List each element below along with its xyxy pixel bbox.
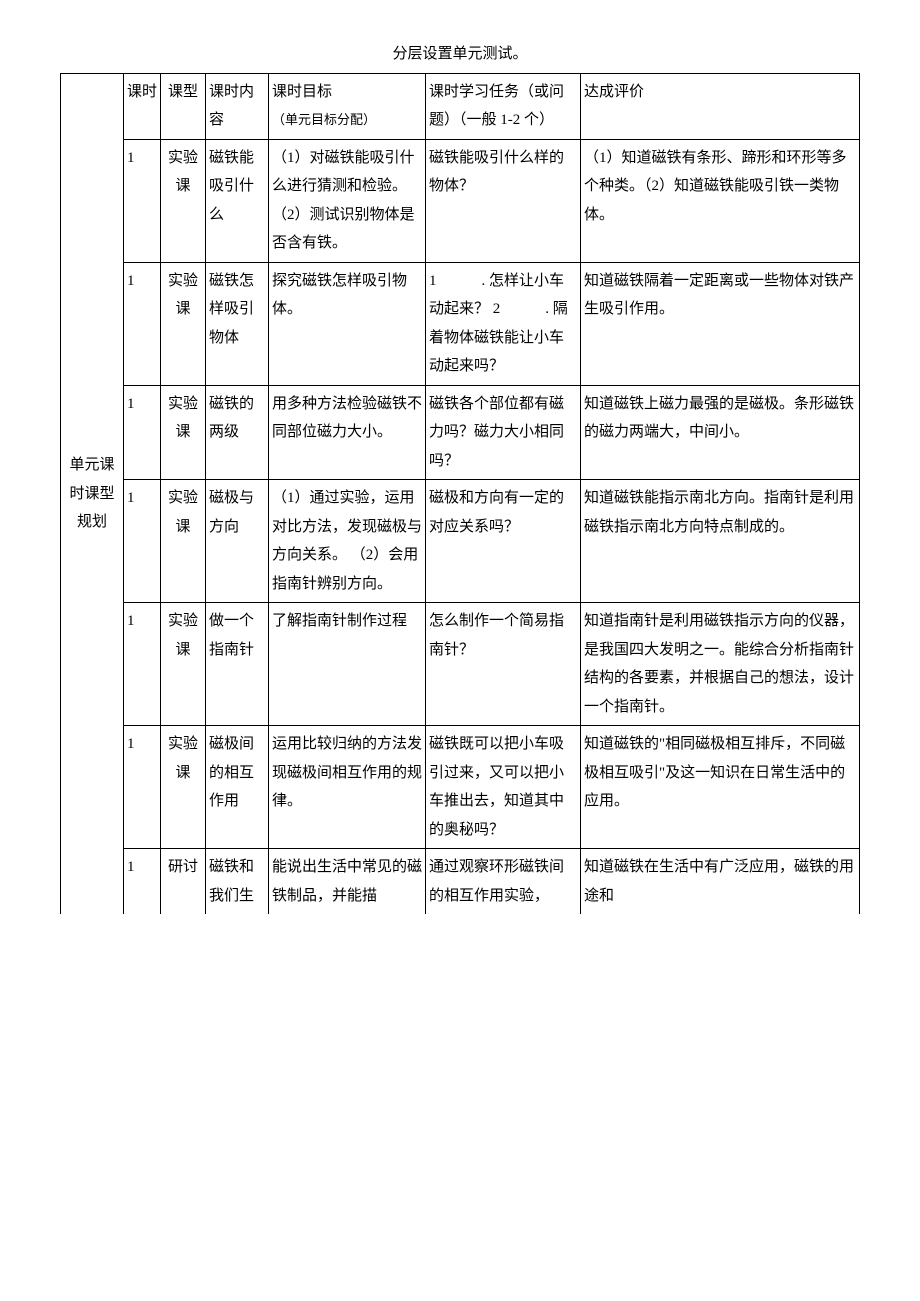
side-label: 单元课时课型规划 [61,73,124,914]
table-row: 1 实验课 磁铁怎样吸引物体 探究磁铁怎样吸引物体。 1 . 怎样让小车动起来？… [61,262,860,385]
cell-eval: 知道磁铁上磁力最强的是磁极。条形磁铁的磁力两端大，中间小。 [581,385,860,480]
cell-kcont: 磁极间的相互作用 [206,726,269,849]
cell-task: 通过观察环形磁铁间的相互作用实验， [426,849,581,915]
cell-kseq: 1 [124,480,161,603]
cell-ktype: 实验课 [161,726,206,849]
table-row: 1 实验课 磁极间的相互作用 运用比较归纳的方法发现磁极间相互作用的规律。 磁铁… [61,726,860,849]
table-row: 1 实验课 磁铁能吸引什么 （1）对磁铁能吸引什么进行猜测和检验。（2）测试识别… [61,139,860,262]
cell-task: 磁铁能吸引什么样的物体？ [426,139,581,262]
cell-kcont: 磁铁的两级 [206,385,269,480]
cell-goal: 能说出生活中常见的磁铁制品，并能描 [269,849,426,915]
cell-task: 磁铁既可以把小车吸引过来，又可以把小车推出去，知道其中的奥秘吗？ [426,726,581,849]
cell-goal: 探究磁铁怎样吸引物体。 [269,262,426,385]
cell-eval: 知道磁铁隔着一定距离或一些物体对铁产生吸引作用。 [581,262,860,385]
cell-goal: 了解指南针制作过程 [269,603,426,726]
cell-kcont: 磁极与方向 [206,480,269,603]
table-row: 1 实验课 做一个指南针 了解指南针制作过程 怎么制作一个简易指南针？ 知道指南… [61,603,860,726]
cell-eval: 知道磁铁在生活中有广泛应用，磁铁的用途和 [581,849,860,915]
cell-kseq: 1 [124,726,161,849]
hdr-goal: 课时目标 （单元目标分配） [269,73,426,139]
hdr-kcont: 课时内容 [206,73,269,139]
cell-eval: 知道磁铁能指示南北方向。指南针是利用磁铁指示南北方向特点制成的。 [581,480,860,603]
cell-kcont: 磁铁怎样吸引物体 [206,262,269,385]
cell-kseq: 1 [124,139,161,262]
table-row: 1 研讨 磁铁和我们生 能说出生活中常见的磁铁制品，并能描 通过观察环形磁铁间的… [61,849,860,915]
hdr-goal-sub: （单元目标分配） [272,112,376,127]
cell-ktype: 实验课 [161,603,206,726]
cell-kcont: 磁铁和我们生 [206,849,269,915]
cell-kcont: 磁铁能吸引什么 [206,139,269,262]
cell-ktype: 研讨 [161,849,206,915]
cell-ktype: 实验课 [161,480,206,603]
cell-task: 磁极和方向有一定的对应关系吗？ [426,480,581,603]
lesson-plan-table: 单元课时课型规划 课时 课型 课时内容 课时目标 （单元目标分配） 课时学习任务… [60,73,860,915]
hdr-task: 课时学习任务（或问题）（一般 1-2 个） [426,73,581,139]
cell-kseq: 1 [124,849,161,915]
cell-kcont: 做一个指南针 [206,603,269,726]
cell-goal: （1）通过实验，运用对比方法，发现磁极与方向关系。 （2）会用指南针辨别方向。 [269,480,426,603]
hdr-goal-text: 课时目标 [272,84,332,100]
cell-goal: （1）对磁铁能吸引什么进行猜测和检验。（2）测试识别物体是否含有铁。 [269,139,426,262]
page-caption: 分层设置单元测试。 [60,40,860,69]
hdr-eval: 达成评价 [581,73,860,139]
cell-kseq: 1 [124,262,161,385]
table-row: 1 实验课 磁极与方向 （1）通过实验，运用对比方法，发现磁极与方向关系。 （2… [61,480,860,603]
header-row: 单元课时课型规划 课时 课型 课时内容 课时目标 （单元目标分配） 课时学习任务… [61,73,860,139]
cell-goal: 运用比较归纳的方法发现磁极间相互作用的规律。 [269,726,426,849]
cell-ktype: 实验课 [161,139,206,262]
cell-eval: （1）知道磁铁有条形、蹄形和环形等多个种类。（2）知道磁铁能吸引铁一类物体。 [581,139,860,262]
cell-ktype: 实验课 [161,262,206,385]
cell-ktype: 实验课 [161,385,206,480]
table-row: 1 实验课 磁铁的两级 用多种方法检验磁铁不同部位磁力大小。 磁铁各个部位都有磁… [61,385,860,480]
cell-goal: 用多种方法检验磁铁不同部位磁力大小。 [269,385,426,480]
cell-eval: 知道磁铁的"相同磁极相互排斥，不同磁极相互吸引"及这一知识在日常生活中的应用。 [581,726,860,849]
cell-eval: 知道指南针是利用磁铁指示方向的仪器，是我国四大发明之一。能综合分析指南针结构的各… [581,603,860,726]
cell-task: 怎么制作一个简易指南针？ [426,603,581,726]
hdr-kseq: 课时 [124,73,161,139]
cell-task: 磁铁各个部位都有磁力吗？磁力大小相同吗？ [426,385,581,480]
cell-task: 1 . 怎样让小车动起来？ 2 . 隔着物体磁铁能让小车动起来吗？ [426,262,581,385]
cell-kseq: 1 [124,603,161,726]
hdr-ktype: 课型 [161,73,206,139]
cell-kseq: 1 [124,385,161,480]
